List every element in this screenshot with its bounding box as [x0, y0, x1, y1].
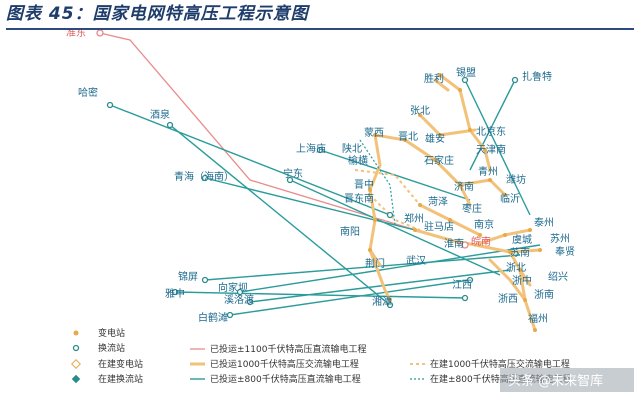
legend-sub-building-icon: [71, 359, 81, 369]
line-shanghaimiao-linyi: [319, 149, 471, 201]
legend-dc800: 已投运±800千伏特高压直流输电工程: [210, 373, 361, 385]
label-beijingdong: 北京东: [476, 125, 506, 138]
label-nanjing: 南京: [474, 218, 494, 231]
label-huainan: 淮南: [444, 237, 464, 250]
label-qingzhou: 青州: [478, 165, 498, 178]
label-zhexi2: 浙西: [498, 293, 518, 305]
ac-mengxi-jinzhong: [368, 133, 382, 192]
line-zhalute-qingzhou: [469, 79, 516, 171]
substation-nodes: [368, 73, 542, 332]
legend-ac-building: 在建1000千伏特高压交流输电工程: [430, 358, 570, 370]
label-fengxian: 奉贤: [555, 245, 575, 258]
label-mengxi: 蒙西: [364, 126, 384, 139]
label-zhenan: 浙南: [534, 288, 554, 301]
label-hami: 哈密: [78, 86, 98, 99]
legend-sub-building: 在建变电站: [98, 358, 143, 370]
label-shanghaimiao: 上海庙: [296, 142, 326, 155]
label-jinzhong: 晋中: [354, 178, 374, 191]
label-jiuquan: 酒泉: [150, 108, 170, 121]
label-sunan: 苏南: [510, 246, 530, 259]
dc-building-lines: [359, 139, 396, 226]
label-jinbei: 晋北: [398, 131, 418, 143]
uhv-map: 准东 哈密 酒泉 青海（海南） 宁东 上海庙 陕北 榆横 蒙西 晋北 锡盟 胜利…: [66, 30, 634, 392]
label-zaozhuang: 枣庄: [462, 202, 482, 215]
label-yucheng: 虞城: [512, 233, 532, 246]
ac-building-lines: [354, 169, 421, 231]
ac-jinzhong-nanyang: [368, 188, 382, 267]
line-hami-zhengzhou: [109, 104, 391, 216]
label-shanbei: 陕北: [342, 142, 362, 155]
legend-converter-icon: [72, 344, 80, 352]
line-xiangjiaba-fengxian: [239, 244, 541, 293]
label-zhalute: 扎鲁特: [522, 70, 552, 83]
ac-shijiazhuang-jinan: [433, 158, 507, 197]
legend-conv-building-icon: [71, 374, 81, 384]
label-ximeng: 锡盟: [456, 66, 476, 79]
line-ximeng-taizhou: [464, 79, 531, 216]
ac-jinbei-shijiazhuang: [403, 138, 472, 207]
label-zhebei: 浙北: [506, 262, 526, 274]
legend-substation-icon: [73, 330, 79, 336]
legend-substation: 变电站: [98, 327, 125, 339]
label-zhezhong: 浙中: [512, 274, 532, 287]
line-jinping-sunan: [204, 254, 521, 281]
label-ningdong: 宁东: [283, 167, 303, 180]
label-taizhou: 泰州: [534, 216, 554, 229]
label-shijiazhuang: 石家庄: [424, 154, 454, 167]
label-qinghai: 青海（海南）: [174, 170, 234, 183]
label-xiongan: 雄安: [425, 132, 445, 145]
label-jindongnan: 晋东南: [344, 192, 374, 205]
label-baihetan: 白鹤滩: [198, 311, 228, 324]
legend-converter: 换流站: [98, 342, 125, 354]
label-linyi: 临沂: [500, 192, 520, 205]
label-zhangbei: 张北: [410, 105, 430, 117]
ac-ximeng-shengli: [438, 73, 472, 132]
label-jinping: 锦屏: [178, 270, 198, 283]
wannan-node: [461, 241, 469, 249]
label-wannan: 皖南: [471, 235, 491, 248]
label-zhengzhou: 郑州: [404, 212, 424, 225]
label-jiangxi: 江西: [452, 279, 472, 291]
label-heze: 菏泽: [428, 196, 448, 208]
map-labels: 准东 哈密 酒泉 青海（海南） 宁东 上海庙 陕北 榆横 蒙西 晋北 锡盟 胜利…: [66, 30, 575, 325]
label-jinan: 济南: [454, 180, 474, 193]
line-yazhong-jiangxi: [174, 291, 466, 299]
label-shaoxing: 绍兴: [548, 270, 568, 283]
label-xiangjiaba: 向家坝: [218, 281, 248, 294]
legend-ac1000: 已投运1000千伏特高压交流输电工程: [210, 358, 359, 370]
figure-title: 图表 45：国家电网特高压工程示意图: [6, 2, 634, 30]
ac-nanyang-jingmen: [368, 248, 392, 302]
label-weifang: 潍坊: [506, 173, 526, 186]
label-xiangtan: 湘潭: [372, 295, 392, 308]
legend-dc1100: 已投运±1100千伏特高压直流输电工程: [210, 343, 366, 355]
converter-nodes: [106, 76, 519, 319]
line-jiuquan-xiangtan: [169, 124, 391, 306]
legend: 变电站 换流站 在建变电站 在建换流站 已投运±1100千伏特高压直流输电工程 …: [71, 327, 572, 385]
line-ningdong-zhexi: [289, 179, 501, 276]
label-jingmen: 荆门: [365, 257, 385, 270]
dc800-lines: [109, 79, 541, 316]
label-xiluodu: 溪洛渡: [224, 293, 254, 306]
label-suzhou: 苏州: [550, 232, 570, 245]
label-fuzhou: 福州: [528, 312, 548, 325]
label-zhundong: 准东: [66, 30, 86, 39]
zhundong-node: [96, 30, 104, 37]
label-zhumadian: 驻马店: [424, 220, 454, 233]
ac-anhui-zhexi: [488, 258, 527, 302]
label-nanyang: 南阳: [340, 225, 360, 238]
label-yuheng: 榆横: [348, 154, 368, 167]
line-baihetan-jiangsu: [229, 279, 471, 316]
watermark: 头条 @未来智库: [508, 373, 603, 389]
legend-conv-building: 在建换流站: [98, 373, 143, 385]
line-zhundong-wannan: [99, 32, 466, 246]
label-shengli: 胜利: [424, 73, 444, 85]
watermark-bg: [500, 368, 634, 392]
label-wuhan: 武汉: [406, 254, 426, 267]
ac-shengli-beijing: [433, 78, 450, 92]
label-tianjinnan: 天津南: [476, 143, 506, 156]
label-yazhong: 雅中: [165, 287, 185, 300]
line-xiluodu-zhexi: [249, 269, 511, 303]
